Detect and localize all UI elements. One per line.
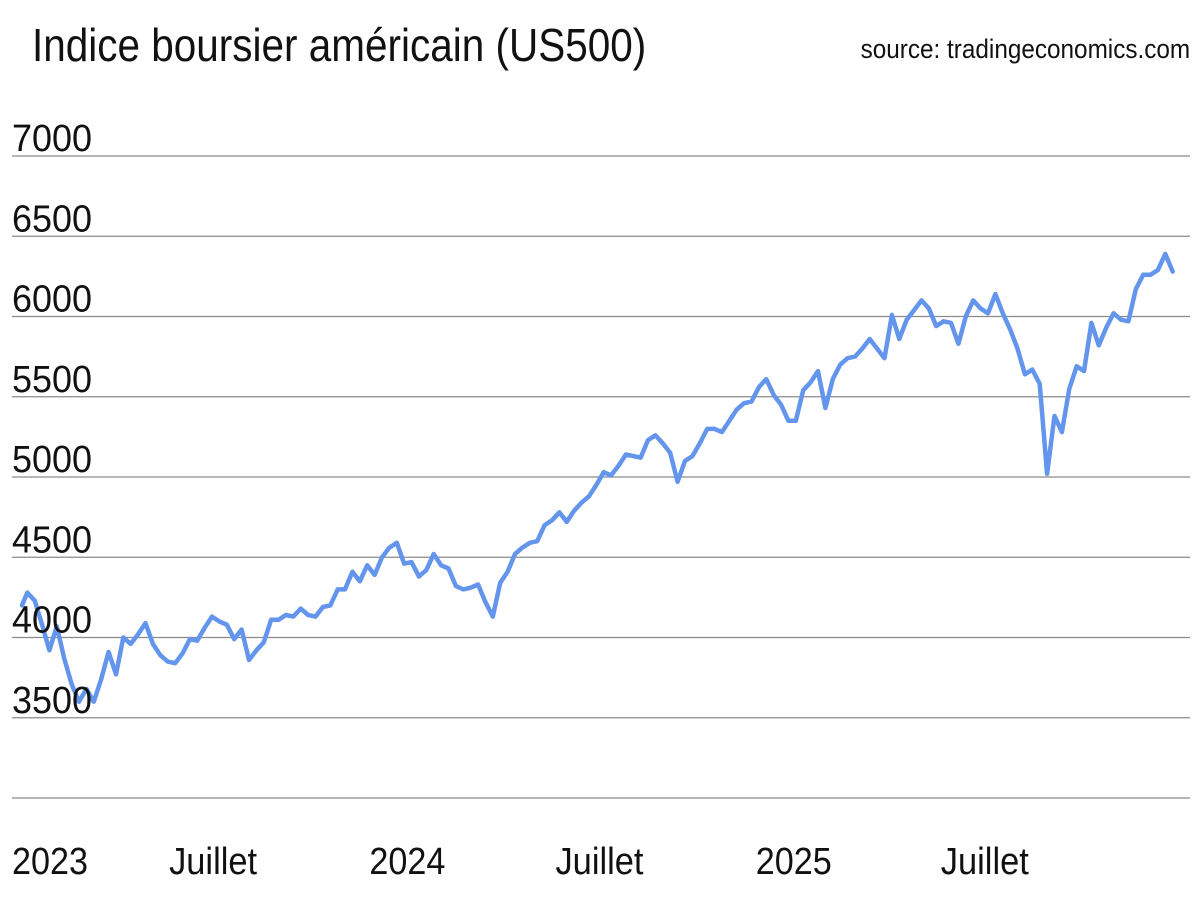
y-tick-label-6000: 6000: [12, 279, 92, 321]
gridlines: [12, 155, 1190, 799]
x-tick-label-2: 2024: [369, 841, 445, 883]
series-line-0: [19, 251, 1175, 704]
x-tick-label-1: Juillet: [169, 841, 257, 883]
x-axis-ticks: 2023 Juillet 2024 Juillet 2025 Juillet: [12, 841, 1029, 883]
x-tick-label-3: Juillet: [555, 841, 643, 883]
chart-title: Indice boursier américain (US500): [32, 19, 647, 71]
x-tick-label-0: 2023: [12, 841, 88, 883]
series-layer: [19, 251, 1175, 704]
y-tick-label-4500: 4500: [12, 519, 92, 561]
y-axis-ticks: 3500 4000 4500 5000 5500 6000 6500 7000: [12, 118, 92, 722]
y-tick-label-3500: 3500: [12, 680, 92, 722]
y-tick-label-6500: 6500: [12, 198, 92, 240]
y-tick-label-5000: 5000: [12, 439, 92, 481]
y-tick-label-4000: 4000: [12, 600, 92, 642]
x-tick-label-4: 2025: [756, 841, 832, 883]
y-tick-label-5500: 5500: [12, 359, 92, 401]
y-tick-label-7000: 7000: [12, 118, 92, 160]
x-tick-label-5: Juillet: [941, 841, 1029, 883]
chart-source: source: tradingeconomics.com: [860, 34, 1190, 64]
